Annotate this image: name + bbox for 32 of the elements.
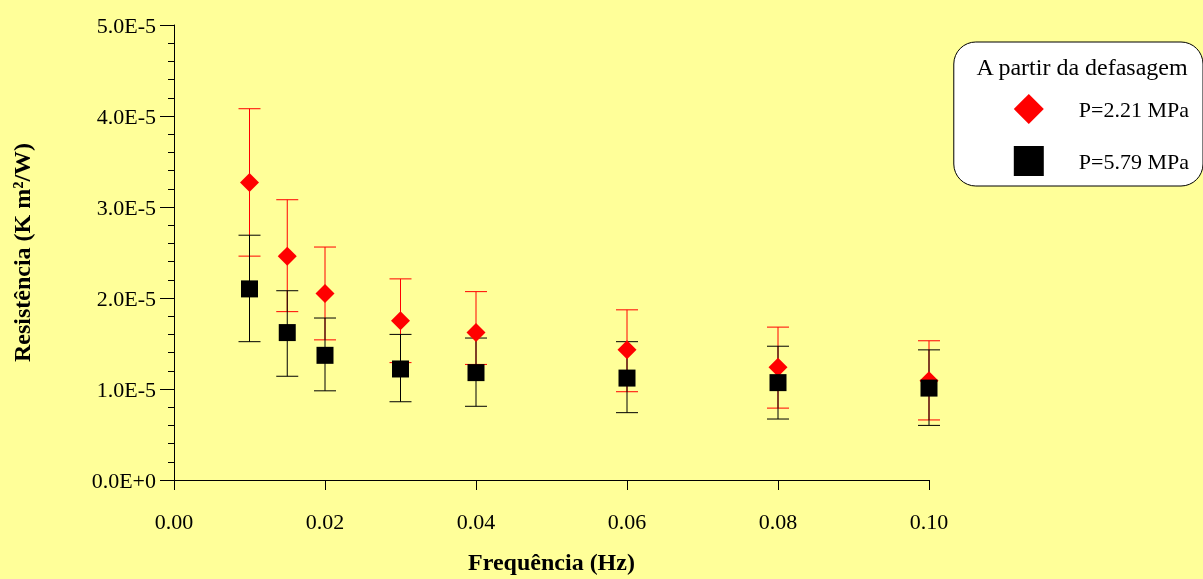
legend-title: A partir da defasagem	[976, 54, 1189, 80]
point	[769, 374, 787, 392]
y-tick-label: 1.0E-5	[96, 376, 156, 402]
x-tick-label: 0.10	[909, 508, 949, 534]
legend-label: P=2.21 MPa	[1078, 96, 1190, 122]
x-axis-title: Frequência (Hz)	[468, 549, 635, 575]
y-tick-label: 3.0E-5	[96, 194, 156, 220]
point	[920, 379, 938, 397]
y-axis-title: Resistência (K m²/W)	[9, 142, 35, 363]
x-tick-label: 0.06	[607, 508, 647, 534]
point	[316, 346, 334, 364]
point	[278, 324, 296, 342]
point	[467, 364, 485, 382]
y-tick-label: 0.0E+0	[91, 467, 156, 493]
x-tick-label: 0.02	[305, 508, 345, 534]
point	[618, 369, 636, 387]
point	[392, 360, 409, 378]
point	[768, 357, 788, 377]
legend-label: P=5.79 MPa	[1078, 148, 1190, 174]
point	[617, 340, 637, 360]
y-tick-label: 2.0E-5	[96, 285, 156, 311]
point	[466, 323, 486, 343]
x-tick-label: 0.08	[758, 508, 798, 534]
point	[391, 311, 410, 331]
y-tick-label: 4.0E-5	[96, 103, 156, 129]
point	[241, 280, 258, 298]
x-tick-label: 0.04	[456, 508, 496, 534]
point	[315, 283, 335, 303]
y-tick-label: 5.0E-5	[96, 12, 156, 38]
point	[277, 246, 297, 266]
point	[240, 172, 259, 192]
x-tick-label: 0.00	[154, 508, 194, 534]
